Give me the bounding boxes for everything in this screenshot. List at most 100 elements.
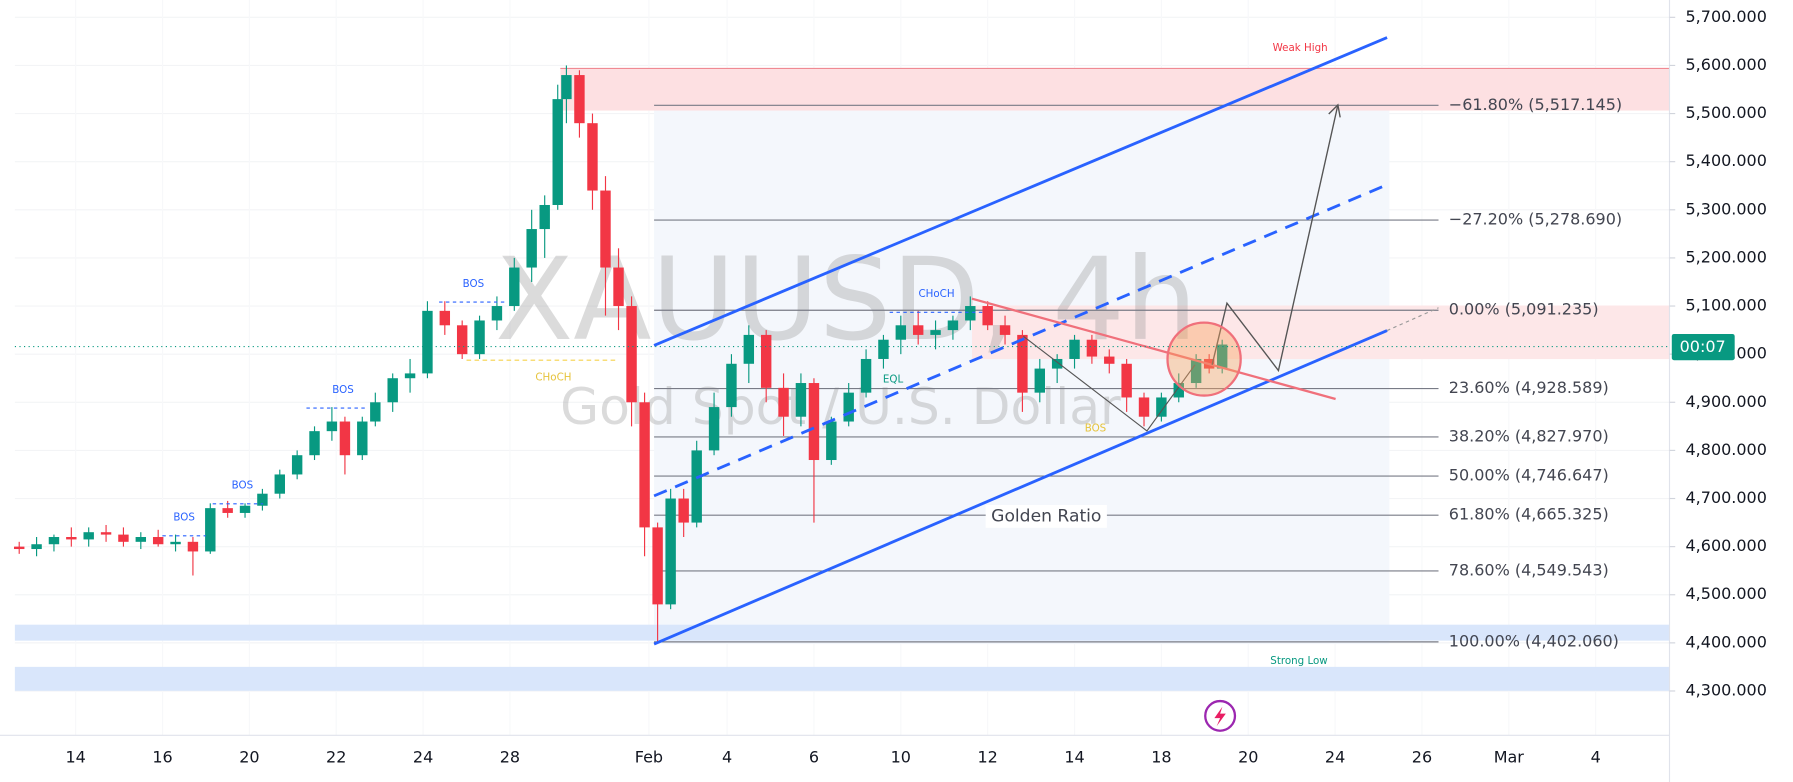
candle-body	[999, 325, 1011, 335]
candle-body	[48, 537, 60, 545]
y-tick-label: 5,400.000	[1686, 151, 1767, 170]
x-tick-label: 14	[1064, 748, 1084, 767]
candle-body	[743, 334, 755, 364]
candle-body	[439, 310, 451, 326]
candle-body	[947, 320, 959, 331]
candle-body	[626, 306, 637, 403]
candle-body	[370, 402, 381, 422]
candle-body	[170, 541, 181, 545]
bos-label: BOS	[332, 384, 354, 396]
candle-body	[1104, 356, 1115, 364]
candle-body	[860, 358, 872, 393]
candle-body	[1190, 358, 1202, 384]
fib-label: 61.80% (4,665.325)	[1449, 505, 1609, 524]
candle-body	[187, 541, 199, 552]
candle-body	[678, 498, 689, 523]
x-tick-label: 24	[413, 748, 433, 767]
candle-body	[1173, 383, 1184, 398]
x-tick-label: 4	[722, 748, 732, 767]
y-tick-label: 4,800.000	[1686, 440, 1767, 459]
x-tick-label: 4	[1591, 748, 1601, 767]
arrow-head	[1328, 103, 1341, 118]
x-tick-label: 6	[809, 748, 819, 767]
x-tick-label: 12	[977, 748, 997, 767]
candle-body	[205, 508, 216, 552]
y-tick-label: 5,600.000	[1686, 55, 1767, 74]
candle-body	[509, 267, 520, 307]
channel-mid	[653, 183, 1388, 498]
candle-body	[561, 75, 572, 100]
weak-high-zone	[560, 68, 1670, 111]
demand-zone	[14, 624, 1670, 641]
candle-body	[491, 306, 503, 321]
candle-body	[118, 534, 129, 542]
trendline	[971, 297, 1336, 401]
x-tick-label: 18	[1151, 748, 1171, 767]
x-tick-label: 20	[239, 748, 259, 767]
channel-upper	[653, 36, 1388, 347]
candle-body	[422, 310, 433, 374]
candle-body	[239, 505, 251, 513]
fib-label: −61.80% (5,517.145)	[1449, 95, 1622, 114]
candle-body	[13, 546, 25, 550]
candle-body	[691, 450, 702, 523]
watermark-symbol: XAUUSD, 4h	[495, 233, 1197, 366]
fib-label: 78.60% (4,549.543)	[1449, 560, 1609, 579]
candle-body	[309, 431, 320, 456]
weak-high-label: Weak High	[1273, 42, 1328, 54]
candle-body	[257, 493, 268, 506]
candle-body	[826, 421, 837, 461]
y-tick-label: 5,200.000	[1686, 247, 1767, 266]
candle-body	[274, 474, 285, 494]
candle-body	[600, 190, 611, 268]
golden-ratio-label: Golden Ratio	[991, 506, 1101, 526]
fib-label: 0.00% (5,091.235)	[1449, 300, 1599, 319]
x-tick-label: 20	[1238, 748, 1258, 767]
candle-body	[222, 508, 233, 513]
bos-label: BOS	[1085, 423, 1107, 435]
y-tick-label: 4,700.000	[1686, 488, 1767, 507]
candle-body	[726, 363, 737, 408]
candle-body	[539, 204, 550, 230]
y-tick-label: 4,500.000	[1686, 584, 1767, 603]
candle-body	[1069, 339, 1080, 359]
candle-body	[1017, 334, 1028, 393]
countdown: 00:07	[1680, 337, 1726, 356]
candle-body	[708, 407, 720, 451]
candle-body	[912, 325, 924, 335]
x-tick-label: 28	[500, 748, 520, 767]
fib-label: 23.60% (4,928.589)	[1449, 378, 1609, 397]
x-tick-label: 16	[152, 748, 172, 767]
candle-body	[1034, 368, 1045, 393]
candle-body	[895, 325, 907, 340]
fib-label: −27.20% (5,278.690)	[1449, 210, 1622, 229]
strong-low-label: Strong Low	[1270, 655, 1327, 667]
demand-zone	[14, 666, 1670, 691]
y-tick-label: 4,900.000	[1686, 392, 1767, 411]
bos-label: BOS	[232, 480, 254, 492]
bos-label: BOS	[463, 278, 485, 290]
candle-body	[66, 537, 77, 540]
candle-body	[1156, 397, 1167, 417]
candle-body	[83, 532, 94, 540]
fib-label: 50.00% (4,746.647)	[1449, 466, 1609, 485]
x-tick-label: 24	[1325, 748, 1345, 767]
golden-ratio-bg	[985, 504, 1107, 528]
candle-body	[474, 320, 485, 355]
candle-body	[456, 325, 468, 355]
candle-body	[843, 392, 854, 422]
candle-body	[930, 330, 941, 335]
candle-body	[1138, 397, 1150, 417]
choch-label: CHoCH	[918, 288, 954, 300]
x-tick-label: 14	[65, 748, 85, 767]
candle-body	[778, 387, 789, 417]
axes: 4,300.000 4,400.000 4,500.000 4,600.000 4,70…	[65, 7, 1766, 767]
x-tick-label: Feb	[635, 748, 663, 767]
candle-body	[152, 537, 164, 545]
candles	[13, 65, 1228, 642]
candle-body	[100, 532, 112, 535]
candle-body	[965, 306, 976, 321]
x-tick-label: Mar	[1494, 748, 1525, 767]
candle-body	[878, 339, 889, 359]
candle-body	[326, 421, 338, 432]
